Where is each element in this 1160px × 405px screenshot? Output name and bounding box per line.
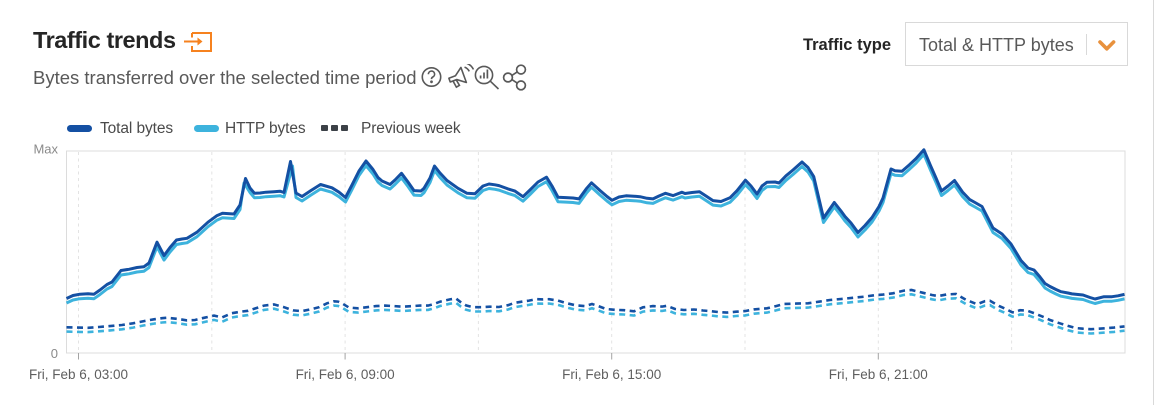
svg-text:Fri, Feb 6, 15:00: Fri, Feb 6, 15:00 bbox=[562, 367, 661, 382]
svg-text:Max: Max bbox=[33, 142, 58, 157]
svg-text:Fri, Feb 6, 21:00: Fri, Feb 6, 21:00 bbox=[829, 367, 928, 382]
svg-text:0: 0 bbox=[51, 346, 58, 361]
svg-text:Fri, Feb 6, 09:00: Fri, Feb 6, 09:00 bbox=[296, 367, 395, 382]
svg-text:Fri, Feb 6, 03:00: Fri, Feb 6, 03:00 bbox=[29, 367, 128, 382]
